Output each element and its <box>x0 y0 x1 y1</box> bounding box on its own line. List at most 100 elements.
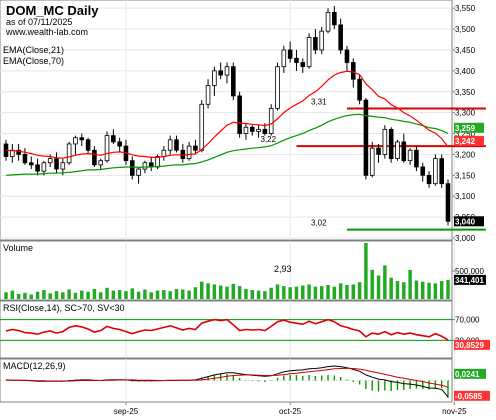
volume-bar <box>130 288 135 299</box>
volume-bar <box>10 290 15 299</box>
candle-body <box>180 149 186 160</box>
candle-body <box>376 147 381 155</box>
price-tags: 3,259 3,242 3,040 <box>454 122 484 227</box>
volume-bar <box>439 281 444 299</box>
candle-body <box>300 62 306 68</box>
price-tick-label: 3,400 <box>455 67 476 76</box>
ema21-line <box>5 70 449 159</box>
volume-bar <box>319 286 324 299</box>
volume-bar <box>174 288 179 299</box>
volume-bar <box>332 286 337 299</box>
candle-body <box>319 30 325 51</box>
price-grid <box>0 0 455 240</box>
rsi-last-box <box>454 339 490 350</box>
candle-body <box>407 149 413 162</box>
candle-body <box>54 158 59 170</box>
candle-body <box>41 162 47 172</box>
volume-bar <box>395 281 400 299</box>
volume-bar <box>73 292 78 299</box>
volume-bar <box>421 281 425 299</box>
candle-body <box>388 128 394 160</box>
volume-bar <box>307 284 311 299</box>
candle-body <box>193 145 198 151</box>
volume-bar <box>48 293 52 299</box>
candle-body <box>401 141 407 162</box>
candle-body <box>47 158 53 164</box>
candle-body <box>117 141 122 147</box>
price-pane: 3,313,223,02 3,0003,0503,1003,1503,2003,… <box>0 0 486 243</box>
volume-last-label: 341,401 <box>455 276 484 285</box>
price-tag-label: 3,242 <box>455 137 476 146</box>
rsi-line <box>5 318 449 341</box>
candle-body <box>445 183 451 222</box>
price-tag-box <box>454 216 484 227</box>
volume-bar <box>35 291 40 299</box>
volume-bar <box>250 290 254 299</box>
volume-bar <box>98 292 103 299</box>
macd-last-box <box>454 368 486 379</box>
candle-body <box>186 145 192 160</box>
price-tag-box <box>454 122 484 133</box>
candle-body <box>414 149 419 168</box>
volume-bar <box>433 283 438 299</box>
symbol-title: DOM_MC Daily <box>6 3 99 18</box>
price-tick-label: 3,500 <box>455 25 476 34</box>
volume-bar <box>427 282 431 299</box>
volume-bar <box>86 291 90 299</box>
price-axis: 3,0003,0503,1003,1503,2003,2503,3003,350… <box>452 4 476 243</box>
price-tick-label: 3,150 <box>455 171 476 180</box>
candle-body <box>161 149 167 157</box>
volume-bar <box>61 292 65 299</box>
candle-body <box>92 149 97 166</box>
price-tag-label: 3,259 <box>455 124 476 133</box>
volume-bar <box>237 286 242 299</box>
candle-body <box>155 156 160 168</box>
candle-body <box>73 137 78 145</box>
candle-body <box>426 174 432 185</box>
volume-bar <box>124 291 128 299</box>
price-tick-label: 3,250 <box>455 130 476 139</box>
volume-bar <box>263 291 267 299</box>
volume-bar <box>16 293 21 299</box>
volume-bar <box>23 292 27 299</box>
ema21-legend: EMA(Close,21) <box>3 45 64 55</box>
candle-body <box>369 147 375 176</box>
candle-body <box>344 49 350 63</box>
volume-bar <box>370 269 374 299</box>
candle-body <box>16 149 21 155</box>
candle-body <box>395 141 400 160</box>
candle-body <box>256 128 261 132</box>
volume-bar <box>29 294 33 299</box>
candle-body <box>85 139 91 151</box>
candle-body <box>294 57 299 63</box>
candle-body <box>313 37 318 51</box>
candle-body <box>268 108 274 134</box>
candle-body <box>199 103 205 151</box>
volume-annotation: 2,93 <box>274 264 292 274</box>
candle-body <box>79 137 85 141</box>
candle-body <box>275 66 280 109</box>
macd-axis: 0,0241 -0,0585 <box>454 368 490 401</box>
volume-bar <box>168 291 172 299</box>
candle-body <box>249 126 255 132</box>
candle-body <box>212 70 217 86</box>
date-label: oct-25 <box>279 407 302 416</box>
volume-bar <box>111 290 116 299</box>
candle-body <box>439 158 444 185</box>
volume-bar <box>231 283 236 299</box>
volume-bar <box>244 288 248 299</box>
signal-last-label: -0,0585 <box>455 392 483 401</box>
volume-bar <box>446 279 450 299</box>
volume-bar <box>193 287 198 299</box>
volume-bar <box>212 284 217 299</box>
volume-bar <box>200 281 204 299</box>
volume-bar <box>162 290 166 299</box>
date-axis: sep-25 oct-25 nov-25 <box>114 402 467 416</box>
candle-body <box>325 11 331 32</box>
volume-bar <box>357 282 362 299</box>
volume-bar <box>282 286 286 299</box>
